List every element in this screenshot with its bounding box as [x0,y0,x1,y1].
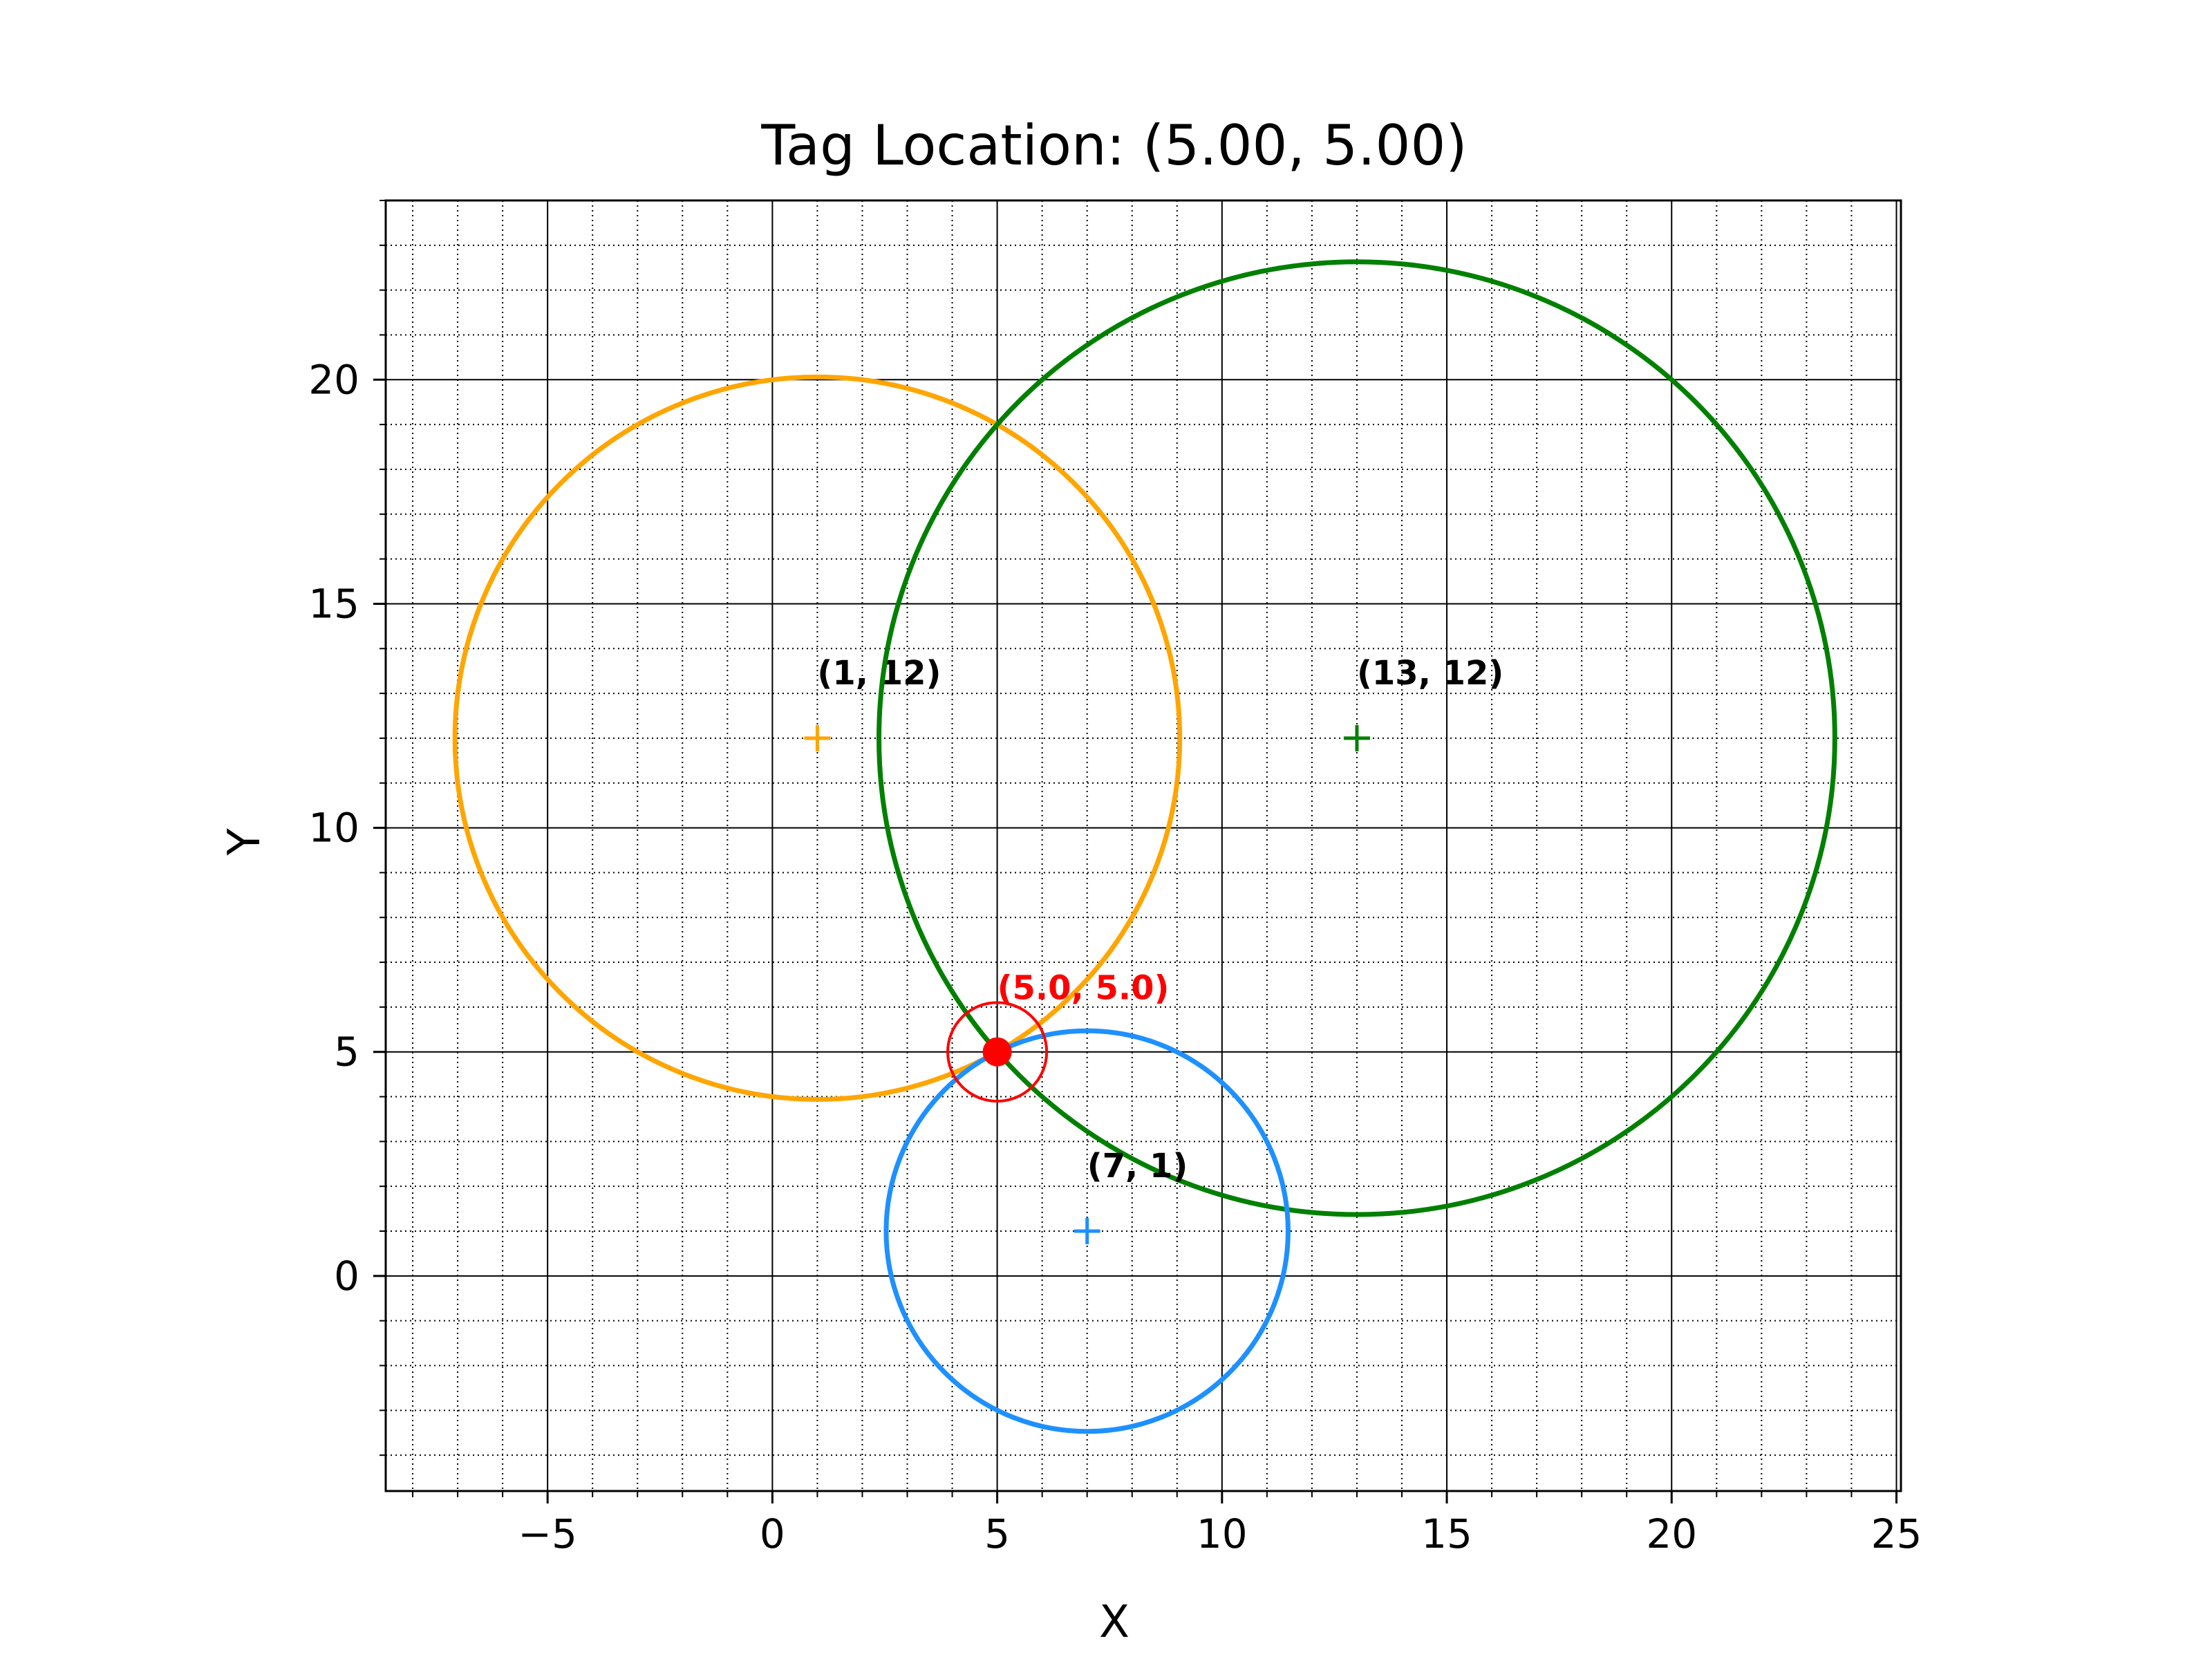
y-tick-label: 5 [334,1029,359,1076]
y-tick-label: 20 [308,356,359,403]
anchor-label: (13, 12) [1357,654,1503,693]
y-axis-label: Y [219,828,270,856]
chart-title: Tag Location: (5.00, 5.00) [760,113,1467,178]
x-tick-label: 5 [984,1510,1010,1557]
tag-error-circle [946,1001,1049,1103]
tag-label: (5.0, 5.0) [997,969,1170,1008]
axes-frame [384,199,1902,1492]
anchor-label: (7, 1) [1087,1147,1188,1185]
y-tick-label: 15 [308,580,359,627]
x-tick-label: 25 [1871,1510,1922,1557]
x-tick-label: 0 [760,1510,785,1557]
data-layer: (1, 12) (13, 12) (7, 1) (5.0, 5.0) [452,259,1837,1434]
plot-area: (1, 12) (13, 12) (7, 1) (5.0, 5.0) −5 0 5 10 15 2… [308,199,1922,1557]
y-tick-label: 0 [334,1253,359,1300]
tag-point [982,1037,1012,1067]
plot-background [386,200,1901,1491]
x-tick-label: 10 [1197,1510,1248,1557]
x-axis-label: X [1099,1597,1130,1648]
x-tick-label: 15 [1421,1510,1472,1557]
anchor-range-circle [452,374,1183,1102]
x-tick-label: −5 [518,1510,577,1557]
anchor-range-circle [877,259,1837,1217]
y-tick-label: 10 [308,805,359,852]
x-tick-label: 20 [1646,1510,1697,1557]
anchor-range-circle [883,1028,1291,1434]
anchor-label: (1, 12) [817,654,941,693]
